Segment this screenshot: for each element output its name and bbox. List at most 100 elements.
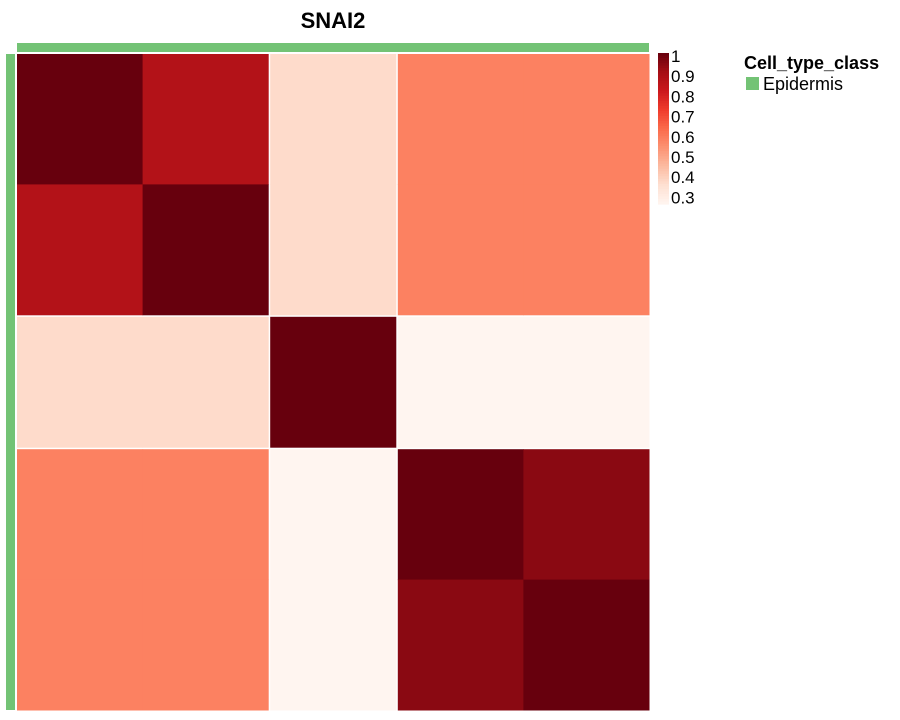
colorbar-segment xyxy=(658,138,669,142)
colorbar-segment xyxy=(658,123,669,127)
colorbar-segment xyxy=(658,158,669,162)
heatmap-cell-r0-c2 xyxy=(270,54,397,185)
heatmap-cell-r1-c0 xyxy=(17,184,144,316)
row-annotation-bar xyxy=(6,54,15,710)
colorbar-segment xyxy=(658,113,669,117)
heatmap-cell-r3-c2 xyxy=(270,449,397,581)
heatmap-cell-r4-c1 xyxy=(142,579,269,711)
colorbar-segment xyxy=(658,153,669,157)
heatmap-cell-r3-c3 xyxy=(397,449,524,581)
colorbar-tick-label: 0.5 xyxy=(671,148,695,167)
colorbar-segment xyxy=(658,148,669,152)
colorbar-segment xyxy=(658,70,669,74)
annotation-legend-title: Cell_type_class xyxy=(744,53,879,73)
heatmap-cell-r4-c4 xyxy=(523,579,650,711)
colorbar-segment xyxy=(658,141,669,145)
colorbar-segment xyxy=(658,120,669,125)
heatmap-cell-r2-c3 xyxy=(397,316,524,448)
colorbar-segment xyxy=(658,65,669,69)
colorbar-segment xyxy=(658,85,669,89)
heatmap-cell-r3-c4 xyxy=(523,449,650,581)
colorbar-segment xyxy=(658,88,669,92)
colorbar-segment xyxy=(658,188,669,193)
heatmap-cell-r0-c1 xyxy=(142,54,269,185)
colorbar-segment xyxy=(658,55,669,59)
colorbar-tick-label: 0.4 xyxy=(671,168,695,187)
colorbar-segment xyxy=(658,90,669,94)
colorbar-segment xyxy=(658,100,669,104)
colorbar-segment xyxy=(658,60,669,64)
colorbar-segment xyxy=(658,63,669,67)
colorbar-segment xyxy=(658,68,669,72)
colorbar-segment xyxy=(658,125,669,130)
colorbar-segment xyxy=(658,118,669,122)
colorbar-segment xyxy=(658,181,669,185)
colorbar-tick-label: 0.3 xyxy=(671,188,695,207)
colorbar-segment xyxy=(658,103,669,107)
colorbar-ticks: 10.90.8 0.70.60.50.40.3 xyxy=(671,47,695,207)
colorbar-segment xyxy=(658,83,669,87)
colorbar-tick-label: 1 xyxy=(671,47,680,66)
colorbar-segment xyxy=(658,193,669,198)
heatmap-cell-r0-c4 xyxy=(523,54,650,185)
heatmap-cell-r1-c2 xyxy=(270,184,397,316)
colorbar-segment xyxy=(658,173,669,177)
colorbar-segment xyxy=(658,178,669,182)
colorbar-segment xyxy=(658,53,669,57)
colorbar-segment xyxy=(658,168,669,172)
colorbar-segment xyxy=(658,73,669,77)
heatmap-cell-r3-c1 xyxy=(142,449,269,581)
heatmap-cell-r2-c4 xyxy=(523,316,650,448)
heatmap-cells xyxy=(17,54,650,711)
annotation-legend: Cell_type_class Epidermis xyxy=(744,53,879,94)
chart-title: SNAI2 xyxy=(301,8,366,33)
colorbar-segment xyxy=(658,201,669,205)
colorbar-segment xyxy=(658,171,669,175)
colorbar-segment xyxy=(658,128,669,132)
colorbar-segment xyxy=(658,191,669,195)
colorbar-segment xyxy=(658,95,669,99)
heatmap-cell-r3-c0 xyxy=(17,449,144,581)
colorbar-segment xyxy=(658,58,669,62)
heatmap-cell-r2-c0 xyxy=(17,316,144,448)
colorbar-segment xyxy=(658,186,669,190)
heatmap-cell-r1-c3 xyxy=(397,184,524,316)
colorbar-segment xyxy=(658,108,669,112)
colorbar-segment xyxy=(658,151,669,155)
colorbar-segment xyxy=(658,78,669,82)
colorbar-segment xyxy=(658,198,669,203)
colorbar-segment xyxy=(658,80,669,84)
colorbar-segment xyxy=(658,146,669,150)
colorbar-tick-label: 0.7 xyxy=(671,108,695,127)
colorbar-segment xyxy=(658,98,669,102)
heatmap-cell-r2-c1 xyxy=(142,316,269,448)
colorbar-segment xyxy=(658,196,669,200)
legend-label-epidermis: Epidermis xyxy=(763,74,843,94)
column-annotation-bar xyxy=(17,43,649,52)
colorbar-segment xyxy=(658,136,669,140)
colorbar-tick-label: 0.9 xyxy=(671,67,695,86)
heatmap-cell-r4-c0 xyxy=(17,579,144,711)
heatmap-cell-r1-c1 xyxy=(142,184,269,316)
colorbar-segment xyxy=(658,176,669,180)
colorbar-segment xyxy=(658,166,669,170)
heatmap-cell-r4-c2 xyxy=(270,579,397,711)
heatmap-cell-r1-c4 xyxy=(523,184,650,316)
colorbar xyxy=(658,53,669,205)
colorbar-segment xyxy=(658,156,669,160)
heatmap-cell-r0-c0 xyxy=(17,54,144,185)
colorbar-segment xyxy=(658,93,669,97)
colorbar-segment xyxy=(658,163,669,167)
colorbar-tick-label: 0.6 xyxy=(671,128,695,147)
colorbar-segment xyxy=(658,161,669,165)
colorbar-tick-label: 0.8 xyxy=(671,87,695,106)
colorbar-segment xyxy=(658,75,669,79)
colorbar-segment xyxy=(658,133,669,137)
colorbar-segment xyxy=(658,131,669,135)
colorbar-segment xyxy=(658,183,669,187)
colorbar-segment xyxy=(658,105,669,109)
heatmap-cell-r2-c2 xyxy=(270,316,397,448)
heatmap-cell-r0-c3 xyxy=(397,54,524,185)
heatmap-cell-r4-c3 xyxy=(397,579,524,711)
